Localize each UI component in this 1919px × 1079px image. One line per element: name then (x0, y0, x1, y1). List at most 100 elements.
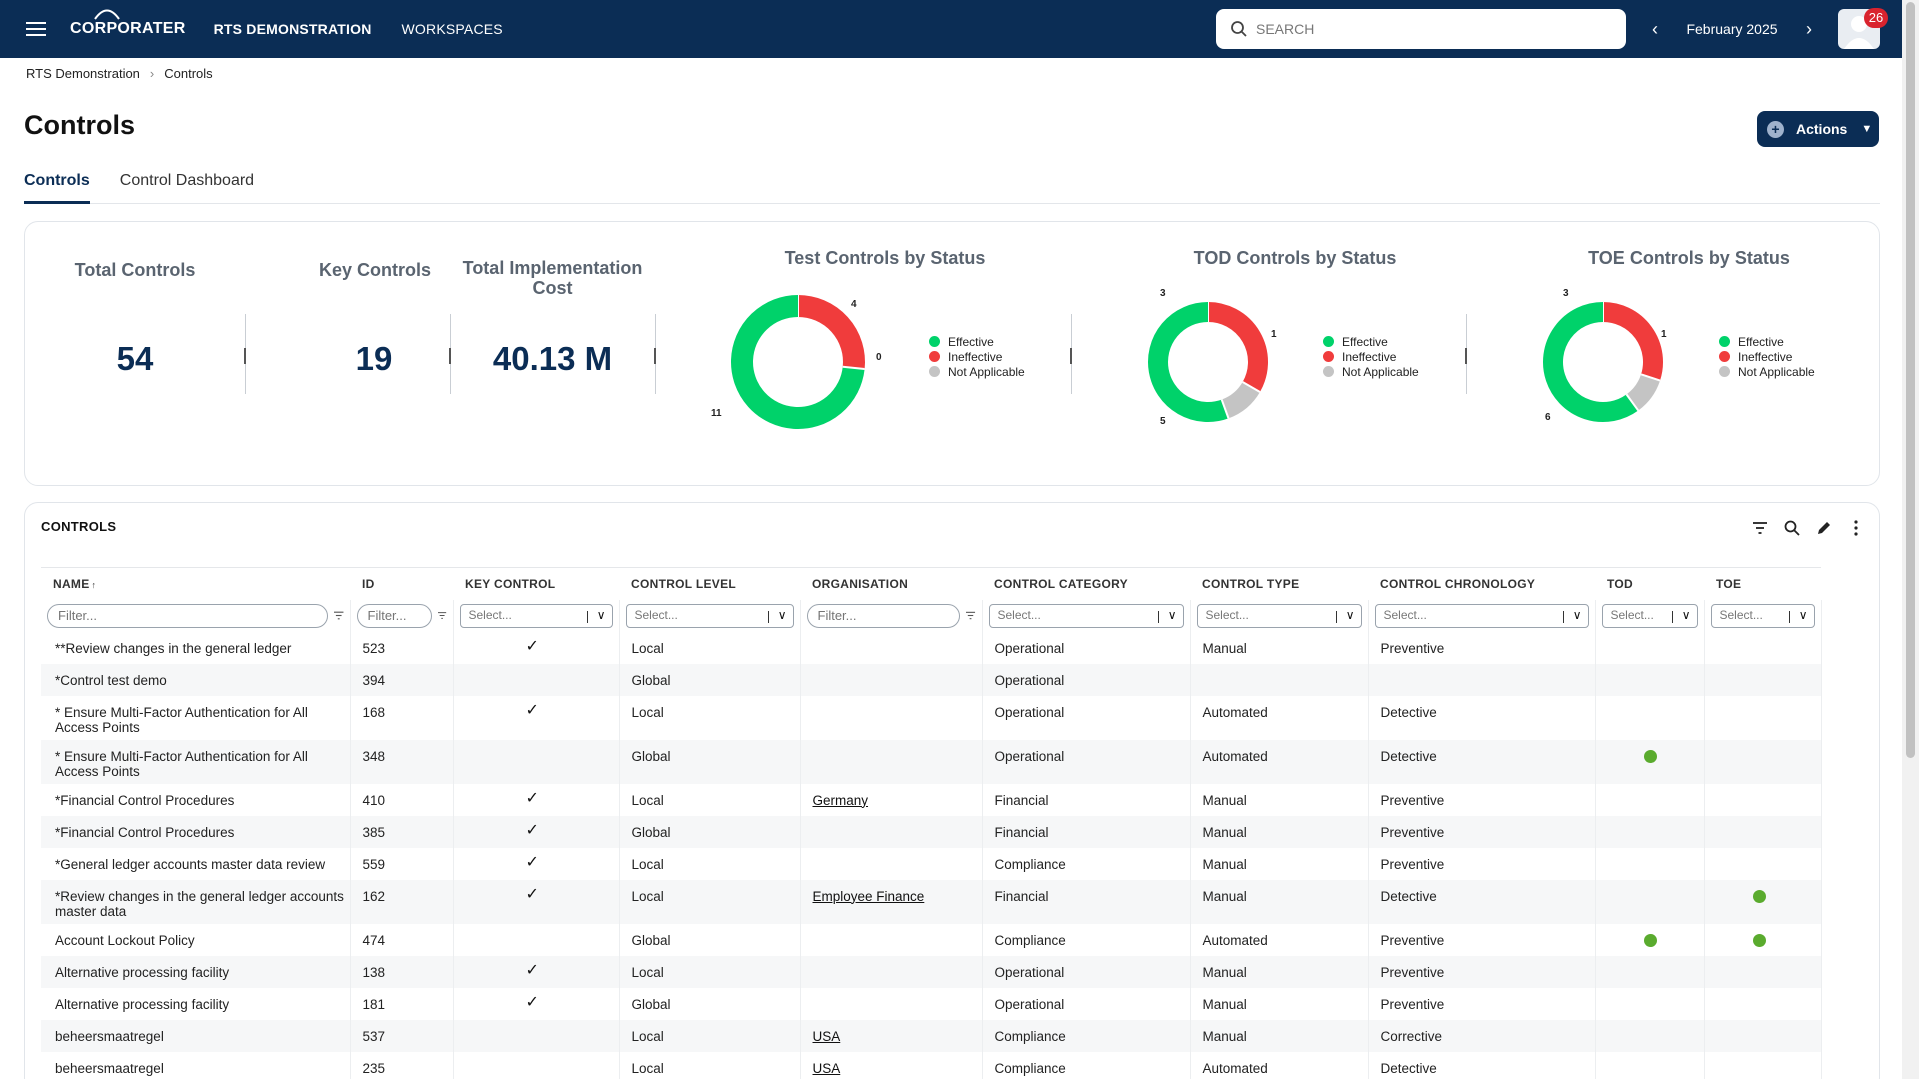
chevron-left-icon[interactable]: ‹ (1652, 18, 1658, 39)
donut-label-ineffective: 4 (851, 299, 857, 310)
column-filter-input[interactable] (806, 603, 961, 628)
column-filter-select[interactable]: Select... ∨ (1196, 603, 1362, 628)
more-vertical-icon[interactable] (1847, 519, 1865, 537)
legend-ineffective[interactable]: Ineffective (929, 349, 1025, 364)
table-row[interactable]: *Control test demo 394 Global Operational (41, 663, 1822, 696)
table-row[interactable]: * Ensure Multi-Factor Authentication for… (41, 695, 1822, 740)
search-input[interactable] (1256, 21, 1596, 37)
workspace-link[interactable]: RTS DEMONSTRATION (213, 21, 372, 37)
column-filter-input[interactable] (47, 603, 329, 628)
legend-not-applicable[interactable]: Not Applicable (929, 364, 1025, 379)
edit-icon[interactable] (1815, 519, 1833, 537)
donut-segment-na[interactable] (1221, 381, 1260, 419)
table-row[interactable]: *Financial Control Procedures 410 ✓ Local Ge… (41, 783, 1822, 816)
column-header[interactable]: CONTROL TYPE (1190, 567, 1368, 600)
breadcrumb-root[interactable]: RTS Demonstration (26, 66, 140, 81)
column-header[interactable]: TOE (1704, 567, 1821, 600)
scrollbar-thumb[interactable] (1906, 2, 1915, 758)
filter-icon[interactable] (966, 611, 976, 620)
chevron-down-icon: ∨ (1798, 607, 1808, 622)
cell-toe (1704, 739, 1822, 784)
column-filter-select[interactable]: Select... ∨ (988, 603, 1184, 628)
column-header[interactable]: CONTROL CATEGORY (982, 567, 1190, 600)
column-filter-input[interactable] (356, 603, 433, 628)
actions-button[interactable]: + Actions ▼ (1757, 111, 1879, 147)
organisation-link[interactable]: Employee Finance (812, 888, 925, 904)
organisation-link[interactable]: USA (812, 1060, 841, 1076)
donut-segment-na[interactable] (1626, 373, 1661, 411)
cell-organisation (800, 923, 983, 956)
menu-icon[interactable] (26, 22, 46, 36)
column-header[interactable]: NAME ↑ (41, 567, 350, 600)
table-row[interactable]: * Ensure Multi-Factor Authentication for… (41, 739, 1822, 784)
column-header[interactable]: CONTROL CHRONOLOGY (1368, 567, 1595, 600)
cell-toe (1704, 879, 1822, 924)
cell-organisation: USA (800, 1019, 983, 1052)
tab-controls[interactable]: Controls (24, 170, 90, 204)
column-filter-select[interactable]: Select... ∨ (1601, 603, 1698, 628)
table-row[interactable]: beheersmaatregel 235 Local USA Compliance Aut… (41, 1051, 1822, 1079)
legend-effective[interactable]: Effective (929, 334, 1025, 349)
legend-effective[interactable]: Effective (1719, 334, 1815, 349)
chart-legend: Effective Ineffective Not Applicable (1719, 334, 1815, 379)
column-header[interactable]: TOD (1595, 567, 1704, 600)
donut-segment-ineffective[interactable] (1207, 302, 1268, 392)
donut-chart-tod[interactable] (1125, 282, 1295, 442)
column-header[interactable]: KEY CONTROL (453, 567, 619, 600)
table-row[interactable]: *Financial Control Procedures 385 ✓ Global F… (41, 815, 1822, 848)
kpi-value: 40.13 M (492, 340, 613, 377)
donut-label-na: 1 (1661, 329, 1667, 340)
donut-segment-effective[interactable] (1543, 302, 1639, 422)
organisation-link[interactable]: USA (812, 1028, 841, 1044)
cell-organisation (800, 847, 983, 880)
column-filter-select[interactable]: Select... ∨ (625, 603, 794, 628)
column-filter-select[interactable]: Select... ∨ (459, 603, 613, 628)
brand-logo[interactable]: CORPORATER (70, 9, 186, 38)
table-row[interactable]: *Review changes in the general ledger ac… (41, 879, 1822, 924)
page-scrollbar[interactable] (1902, 0, 1919, 1079)
column-header[interactable]: CONTROL LEVEL (619, 567, 800, 600)
workspaces-link[interactable]: WORKSPACES (401, 21, 503, 37)
cell-id: 410 (350, 783, 454, 816)
organisation-link[interactable]: Germany (812, 792, 869, 808)
legend-effective[interactable]: Effective (1323, 334, 1419, 349)
column-filter-select[interactable]: Select... ∨ (1710, 603, 1815, 628)
legend-ineffective[interactable]: Ineffective (1719, 349, 1815, 364)
filter-icon[interactable] (1751, 519, 1769, 537)
column-header[interactable]: ID (350, 567, 453, 600)
chevron-right-icon[interactable]: › (1806, 18, 1812, 39)
sort-asc-icon[interactable]: ↑ (91, 579, 97, 590)
column-filter-select[interactable]: Select... ∨ (1374, 603, 1589, 628)
filter-icon[interactable] (334, 611, 344, 620)
period-label[interactable]: February 2025 (1686, 21, 1778, 37)
donut-segment-ineffective[interactable] (797, 295, 865, 369)
table-row[interactable]: beheersmaatregel 537 Local USA Compliance Man… (41, 1019, 1822, 1052)
search-icon[interactable] (1783, 519, 1801, 537)
table-row[interactable]: Alternative processing facility 138 ✓ Local… (41, 955, 1822, 988)
cell-organisation: Employee Finance (800, 879, 983, 924)
cell-control-category: Financial (982, 815, 1191, 848)
donut-chart-toe[interactable] (1520, 282, 1690, 442)
donut-segment-effective[interactable] (1148, 302, 1229, 422)
donut-separator (1220, 399, 1230, 419)
donut-segment-effective[interactable] (731, 295, 865, 429)
filter-cell: Select... ∨ (1595, 599, 1705, 632)
donut-chart-test[interactable] (715, 282, 885, 442)
table-row[interactable]: Alternative processing facility 181 ✓ Globa… (41, 987, 1822, 1020)
search-box[interactable] (1216, 9, 1626, 49)
tab-control-dashboard[interactable]: Control Dashboard (119, 172, 255, 189)
table-row[interactable]: **Review changes in the general ledger 52… (41, 631, 1822, 664)
cell-toe (1704, 631, 1822, 664)
cell-name: **Review changes in the general ledger (41, 631, 351, 664)
table-row[interactable]: Account Lockout Policy 474 Global Complianc… (41, 923, 1822, 956)
legend-not-applicable[interactable]: Not Applicable (1719, 364, 1815, 379)
notification-badge[interactable]: 26 (1864, 8, 1888, 28)
legend-ineffective[interactable]: Ineffective (1323, 349, 1419, 364)
donut-label-ineffective: 3 (1563, 288, 1569, 299)
legend-not-applicable[interactable]: Not Applicable (1323, 364, 1419, 379)
grid-title: CONTROLS (41, 519, 117, 534)
table-row[interactable]: *General ledger accounts master data rev… (41, 847, 1822, 880)
donut-segment-ineffective[interactable] (1602, 302, 1663, 381)
column-header[interactable]: ORGANISATION (800, 567, 982, 600)
filter-icon[interactable] (438, 611, 447, 620)
